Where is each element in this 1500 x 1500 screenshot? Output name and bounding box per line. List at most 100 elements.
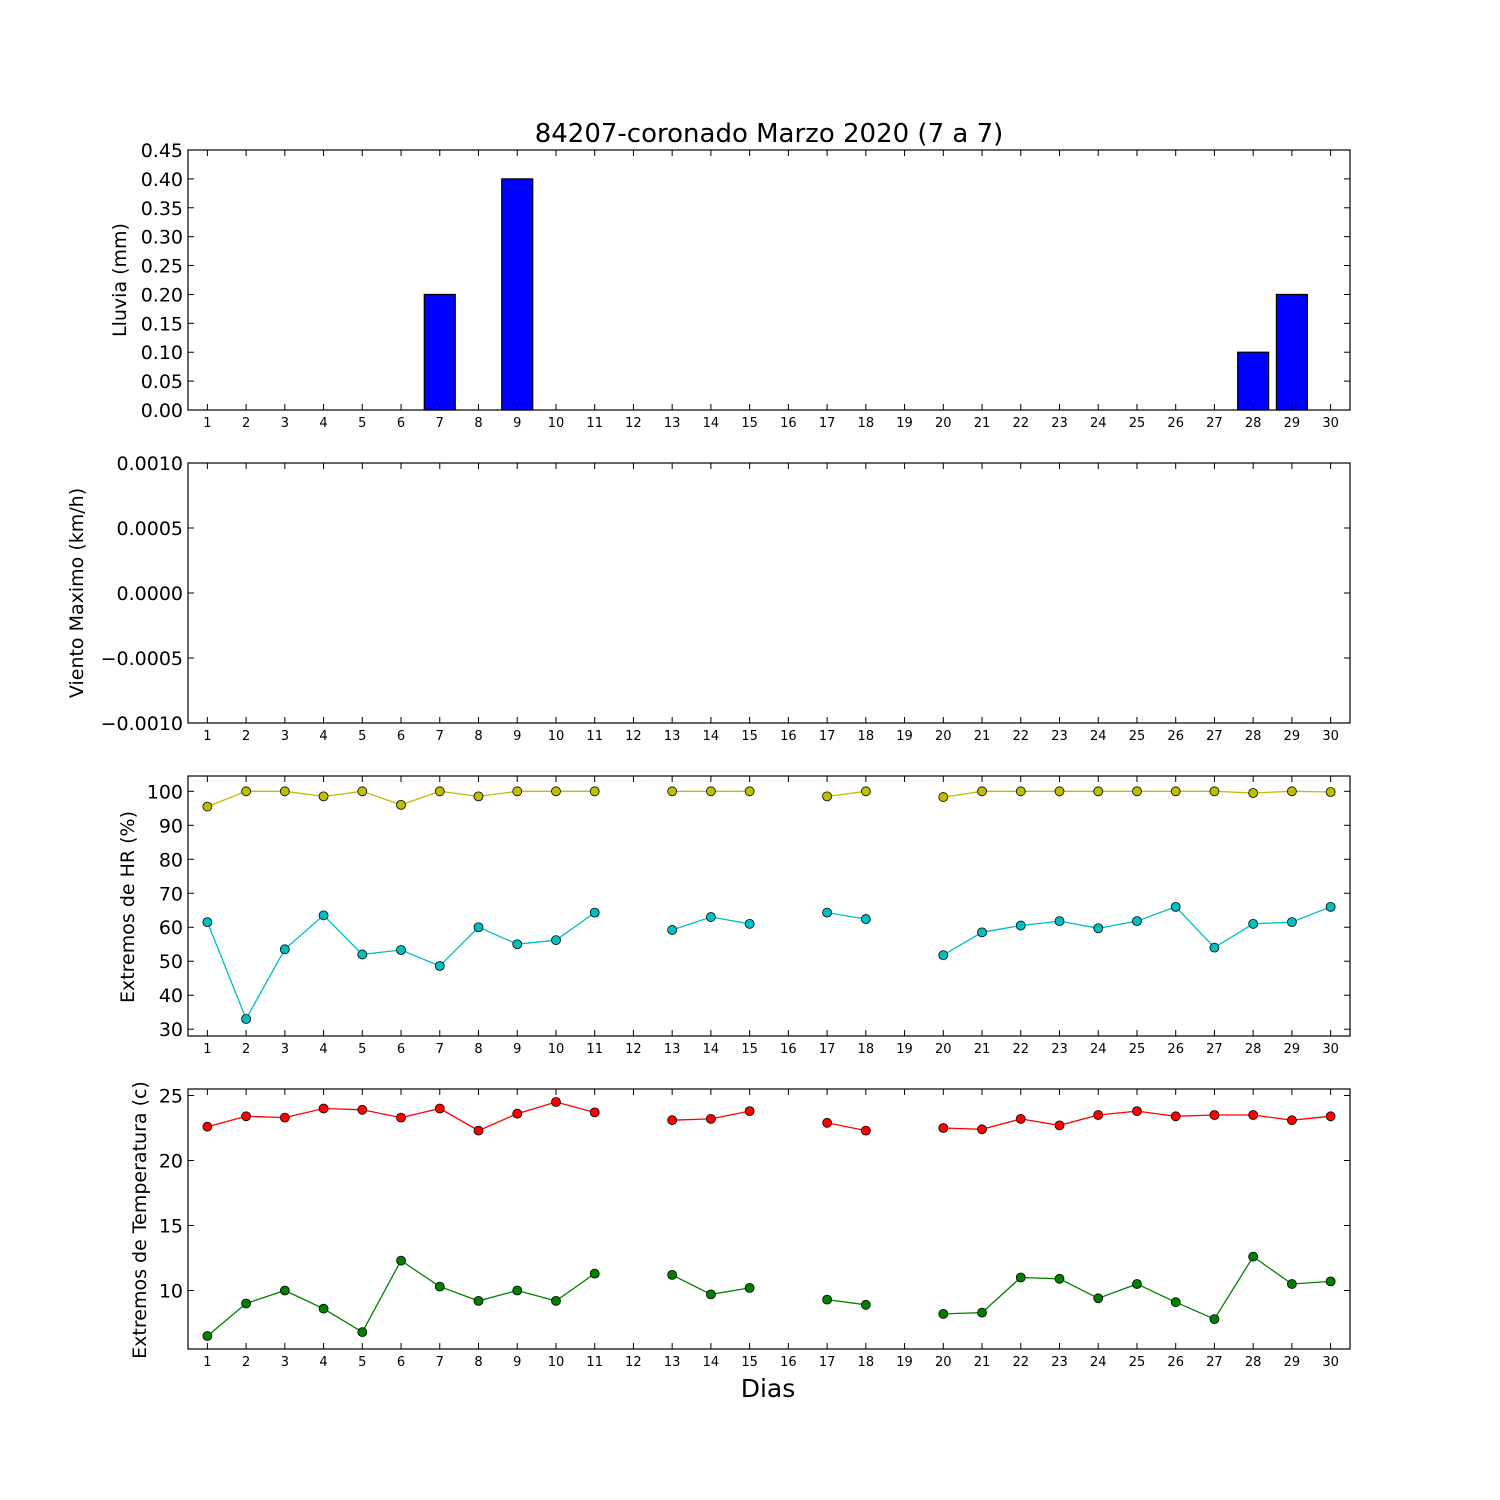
wind-xtick-label: 2 [242, 729, 250, 744]
rh-min-point-day-2 [241, 1014, 252, 1024]
temp-min-point-day-15 [744, 1283, 755, 1293]
temp-min-point-day-18 [860, 1299, 871, 1310]
humidity-xtick-label: 3 [281, 1042, 289, 1057]
temp-min-point-day-6 [396, 1255, 406, 1266]
temp-min-point-day-13 [667, 1270, 678, 1280]
rain-xtick-label: 20 [935, 416, 952, 431]
temp-max-point-day-8 [473, 1125, 484, 1136]
temp-max-point-day-14 [706, 1114, 716, 1124]
rh-min-point-day-23 [1054, 916, 1065, 927]
rain-xtick-label: 5 [358, 416, 366, 431]
humidity-ytick-label: 100 [147, 781, 183, 803]
rain-ytick-label: 0.30 [141, 227, 183, 249]
temp-min-point-day-28 [1248, 1251, 1259, 1262]
rh-min-point-day-25 [1132, 916, 1142, 927]
temperature-xtick-label: 25 [1129, 1355, 1146, 1370]
temp-max-point-day-21 [977, 1124, 987, 1135]
rain-xtick-label: 19 [896, 416, 913, 431]
temp-min-point-day-21 [977, 1307, 987, 1318]
humidity-xtick-label: 15 [741, 1042, 758, 1057]
humidity-ytick-label: 30 [159, 1019, 183, 1041]
humidity-xtick-label: 10 [548, 1042, 565, 1057]
rain-ytick-label: 0.40 [141, 169, 183, 191]
rh-max-line [827, 790, 866, 798]
temperature-xtick-label: 1 [203, 1355, 211, 1370]
wind-ytick-label: −0.0010 [101, 713, 183, 735]
rh-max-point-day-6 [396, 799, 406, 810]
temperature-plot-frame [187, 1088, 1351, 1350]
rh-min-point-day-27 [1209, 942, 1220, 953]
rh-min-point-day-10 [551, 935, 561, 946]
rh-max-point-day-1 [202, 801, 213, 812]
rain-xtick-label: 3 [281, 416, 289, 431]
humidity-xtick-label: 4 [319, 1042, 327, 1057]
rain-xtick-label: 21 [974, 416, 991, 431]
temp-min-point-day-27 [1209, 1314, 1220, 1324]
rh-min-line [826, 911, 866, 920]
rain-bar-day-9 [501, 178, 534, 411]
humidity-xtick-label: 9 [513, 1042, 521, 1057]
wind-xtick-label: 23 [1051, 729, 1068, 744]
wind-panel: Viento Maximo (km/h) −0.0010 −0.0005 0.000… [66, 453, 1351, 744]
rh-max-point-day-4 [318, 791, 329, 802]
temperature-xtick-label: 14 [703, 1355, 720, 1370]
wind-xtick-label: 3 [281, 729, 289, 744]
rain-xtick-label: 25 [1129, 416, 1146, 431]
humidity-ytick-label: 70 [159, 883, 183, 905]
temp-max-point-day-10 [551, 1097, 561, 1107]
rh-max-point-day-28 [1248, 788, 1259, 798]
temp-min-point-day-25 [1132, 1279, 1142, 1289]
temp-max-point-day-25 [1132, 1106, 1142, 1116]
wind-xtick-label: 5 [358, 729, 366, 744]
temperature-xtick-label: 13 [664, 1355, 681, 1370]
wind-xtick-label: 30 [1322, 729, 1339, 744]
temperature-xtick-label: 8 [474, 1355, 482, 1370]
rh-min-point-day-1 [202, 917, 213, 928]
rain-xtick-label: 6 [397, 416, 405, 431]
humidity-xtick-label: 23 [1051, 1042, 1068, 1057]
temperature-xtick-label: 2 [242, 1355, 250, 1370]
rain-xtick-label: 28 [1245, 416, 1262, 431]
rain-xtick-label: 1 [203, 416, 211, 431]
humidity-plot-frame [187, 775, 1351, 1037]
wind-xtick-label: 24 [1090, 729, 1107, 744]
humidity-xtick-label: 21 [974, 1042, 991, 1057]
rain-xtick-label: 13 [664, 416, 681, 431]
temp-max-point-day-27 [1209, 1110, 1220, 1120]
temperature-ytick-label: 25 [159, 1086, 183, 1108]
temp-min-point-day-1 [202, 1331, 213, 1341]
humidity-ytick-label: 50 [159, 951, 183, 973]
temp-max-point-day-28 [1248, 1110, 1259, 1120]
temperature-ytick-label: 10 [159, 1281, 183, 1303]
humidity-xtick-label: 12 [625, 1042, 642, 1057]
temperature-xtick-label: 23 [1051, 1355, 1068, 1370]
wind-xtick-label: 12 [625, 729, 642, 744]
temp-min-point-day-7 [434, 1281, 445, 1292]
temperature-xtick-label: 7 [436, 1355, 444, 1370]
temp-max-point-day-6 [396, 1112, 406, 1123]
humidity-y-axis-label: Extremos de HR (%) [117, 811, 139, 1003]
temp-min-point-day-10 [551, 1296, 561, 1306]
temperature-xtick-label: 4 [319, 1355, 327, 1370]
humidity-xtick-label: 1 [203, 1042, 211, 1057]
x-axis-label: Dias [741, 1374, 796, 1403]
temp-min-point-day-22 [1015, 1272, 1026, 1283]
wind-xtick-label: 11 [586, 729, 603, 744]
humidity-xtick-label: 8 [474, 1042, 482, 1057]
temperature-ytick-label: 15 [159, 1216, 183, 1238]
temperature-xtick-label: 16 [780, 1355, 797, 1370]
temperature-xtick-label: 10 [548, 1355, 565, 1370]
rh-min-point-day-15 [744, 918, 755, 929]
rain-ytick-label: 0.00 [141, 400, 183, 422]
rh-min-point-day-3 [279, 944, 290, 955]
wind-xtick-label: 10 [548, 729, 565, 744]
humidity-xtick-label: 20 [935, 1042, 952, 1057]
rain-ytick-label: 0.45 [141, 140, 183, 162]
wind-xtick-label: 6 [397, 729, 405, 744]
rh-min-point-day-8 [473, 922, 484, 933]
humidity-xtick-label: 17 [819, 1042, 836, 1057]
humidity-xtick-label: 5 [358, 1042, 366, 1057]
rain-xtick-label: 27 [1206, 416, 1223, 431]
rain-xtick-label: 17 [819, 416, 836, 431]
